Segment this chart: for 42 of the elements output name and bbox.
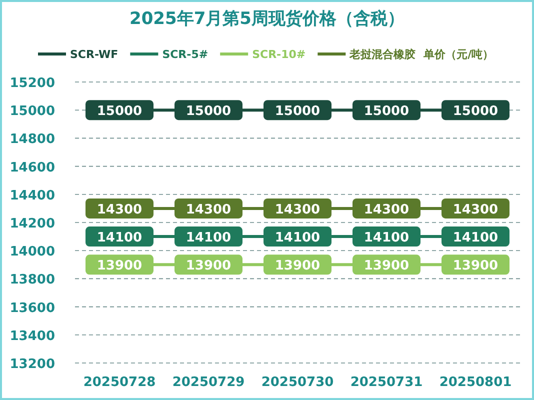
y-tick-label: 14800 [10,132,55,148]
data-label: 13900 [186,258,232,274]
legend-label: 老挝混合橡胶 [348,48,416,61]
data-label: 14300 [364,202,410,218]
y-tick-label: 14200 [10,216,55,232]
data-label: 14300 [274,202,320,218]
x-tick-label: 20250729 [172,375,245,390]
y-tick-label: 14600 [10,160,55,176]
data-label: 14100 [274,230,320,246]
legend-label: SCR-WF [70,48,118,61]
data-label: 15000 [274,104,320,120]
y-tick-label: 13600 [10,300,55,316]
y-tick-label: 13200 [10,357,55,372]
data-label: 15000 [96,104,142,120]
y-axis-title: 单价（元/吨） [422,48,494,61]
legend-label: SCR-5# [162,48,208,61]
data-label: 15000 [452,104,498,120]
data-label: 13900 [452,258,498,274]
data-label: 15000 [364,104,410,120]
x-tick-label: 20250801 [439,375,512,390]
data-label: 13900 [96,258,142,274]
legend-label: SCR-10# [252,48,306,61]
data-label: 14300 [452,202,498,218]
y-tick-label: 14400 [10,188,55,204]
data-label: 14100 [96,230,142,246]
y-tick-label: 15000 [10,104,55,120]
data-label: 15000 [186,104,232,120]
x-tick-label: 20250731 [350,375,423,390]
y-tick-label: 13800 [10,272,55,288]
chart-title: 2025年7月第5周现货价格（含税） [130,9,404,29]
x-tick-label: 20250728 [83,375,156,390]
y-tick-label: 15200 [10,76,55,91]
data-label: 14100 [452,230,498,246]
data-label: 13900 [274,258,320,274]
data-label: 14300 [186,202,232,218]
y-tick-label: 13400 [10,328,55,344]
data-label: 13900 [364,258,410,274]
data-label: 14300 [96,202,142,218]
y-tick-label: 14000 [10,244,55,260]
data-label: 14100 [364,230,410,246]
data-label: 14100 [186,230,232,246]
x-tick-label: 20250730 [261,375,334,390]
